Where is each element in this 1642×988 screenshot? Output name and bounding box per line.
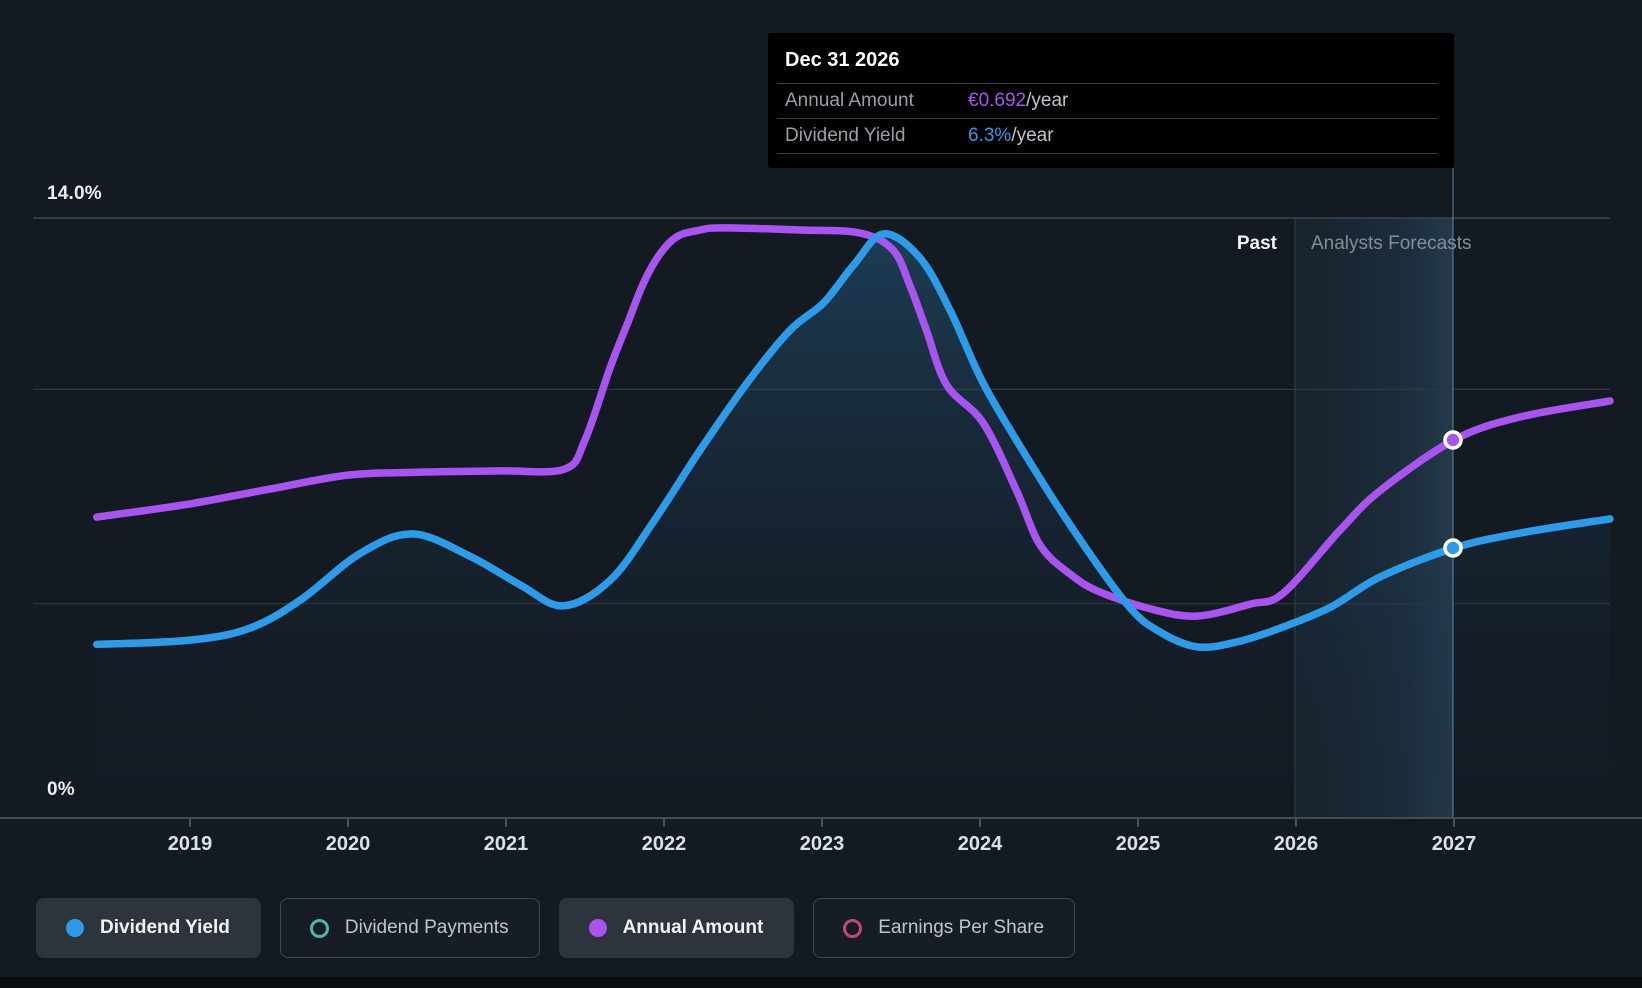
x-axis-label-2020: 2020 [325,833,371,855]
tooltip-row-label: Annual Amount [785,90,914,111]
x-axis-label-2022: 2022 [641,833,687,855]
annual-amount-legend-dot-icon [588,919,607,937]
legend-item-earnings-per-share[interactable]: Earnings Per Share [813,898,1076,958]
legend-item-label: Dividend Yield [100,917,230,938]
bottom-edge [0,977,1642,988]
legend-item-label: Earnings Per Share [878,917,1045,938]
legend-item-dividend-yield[interactable]: Dividend Yield [36,898,261,958]
earnings-per-share-legend-ring-icon [843,918,863,938]
tooltip-date: Dec 31 2026 [785,49,900,71]
chart-tooltip: Dec 31 2026 Annual Amount €0.692/year Divi… [768,33,1454,168]
tooltip-row-dividend-yield: Dividend Yield 6.3%/year [777,118,1438,153]
annual-amount-line [93,224,1614,620]
dividend-yield-forecast-marker[interactable] [1443,538,1463,558]
x-axis-label-2026: 2026 [1273,833,1319,855]
x-axis-label-2021: 2021 [483,833,529,855]
x-axis-label-2025: 2025 [1115,833,1161,855]
tooltip-row-label: Dividend Yield [785,125,906,146]
dividend-yield-area-fill [96,233,1610,818]
legend-item-label: Dividend Payments [344,917,509,938]
dividend-yield-legend-dot-icon [66,919,84,937]
tooltip-row-annual-amount: Annual Amount €0.692/year [777,83,1438,118]
legend-item-dividend-payments[interactable]: Dividend Payments [279,898,540,958]
y-axis-max-label: 14.0% [47,183,102,204]
analysts-forecasts-section-label: Analysts Forecasts [1311,233,1472,254]
tooltip-row-value: €0.692/year [968,90,1069,111]
legend-item-annual-amount[interactable]: Annual Amount [558,898,795,958]
y-axis-min-label: 0% [47,779,75,800]
dividend-payments-legend-ring-icon [309,918,329,938]
x-axis-label-2019: 2019 [167,833,213,855]
tooltip-row-value: 6.3%/year [968,125,1054,146]
x-axis-label-2023: 2023 [799,833,845,855]
x-axis-label-2024: 2024 [957,833,1003,855]
tooltip-rows: Annual Amount €0.692/year Dividend Yield 6.… [777,83,1438,154]
legend-item-label: Annual Amount [622,917,764,938]
annual-amount-forecast-marker[interactable] [1443,430,1463,450]
past-section-label: Past [1236,233,1277,254]
chart-legend: Dividend Yield Dividend Payments Annual Am… [36,898,1076,958]
x-axis-label-2027: 2027 [1431,833,1477,855]
dividend-yield-line [93,230,1614,652]
